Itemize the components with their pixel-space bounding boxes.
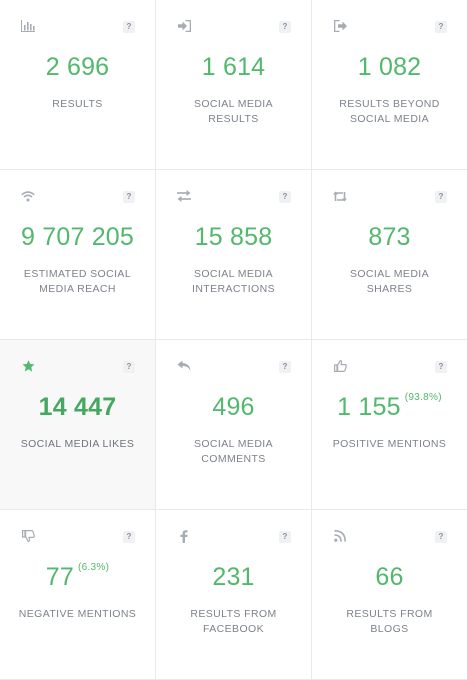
percentage-badge: (6.3%) (77, 562, 110, 573)
tile-negative-mentions[interactable]: ? 77 (6.3%) Negative mentions (0, 510, 156, 680)
tile-positive-mentions[interactable]: ? 1 155 (93.8%) Positive mentions (312, 340, 467, 510)
tile-social-media-comments[interactable]: ? 496 Social media comments (156, 340, 312, 510)
help-badge[interactable]: ? (435, 361, 447, 373)
tile-label: Social media interactions (192, 268, 275, 295)
help-badge[interactable]: ? (435, 531, 447, 543)
tile-value: 1 614 (201, 53, 266, 81)
percentage-badge: (93.8%) (404, 392, 442, 403)
tile-label: Estimated social media reach (23, 268, 132, 295)
tile-results-from-blogs[interactable]: ? 66 Results from blogs (312, 510, 467, 680)
tile-label: Results (52, 98, 103, 110)
tile-value: 77 (6.3%) (45, 562, 110, 591)
tile-label: Negative mentions (18, 608, 137, 620)
tile-social-media-likes[interactable]: ? 14 447 Social media likes (0, 340, 156, 510)
tile-value: 1 155 (93.8%) (337, 392, 442, 421)
wifi-icon (20, 189, 36, 203)
tile-value: 873 (368, 223, 411, 251)
tile-label: Results from Facebook (190, 608, 277, 635)
tile-social-media-results[interactable]: ? 1 614 Social media results (156, 0, 312, 170)
tile-value: 66 (375, 563, 404, 591)
help-badge[interactable]: ? (123, 531, 135, 543)
thumbs-down-icon (20, 529, 36, 543)
tile-results-beyond-social-media[interactable]: ? 1 082 Results beyond social media (312, 0, 467, 170)
tile-value: 2 696 (45, 53, 110, 81)
tile-value: 14 447 (38, 393, 117, 421)
star-icon (20, 359, 36, 373)
tile-label: Positive mentions (332, 438, 447, 450)
tile-label: Results from blogs (346, 608, 433, 635)
thumbs-up-icon (332, 359, 348, 373)
bar-chart-icon (20, 19, 36, 33)
tile-label: Results beyond social media (339, 98, 440, 125)
tile-label: Social media shares (349, 268, 430, 295)
tile-value: 15 858 (194, 223, 273, 251)
help-badge[interactable]: ? (123, 361, 135, 373)
tile-estimated-social-media-reach[interactable]: ? 9 707 205 Estimated social media reach (0, 170, 156, 340)
facebook-icon (176, 529, 192, 543)
sign-in-icon (176, 19, 192, 33)
tile-value: 231 (212, 563, 255, 591)
rss-icon (332, 529, 348, 543)
tile-label: Social media results (193, 98, 274, 125)
tile-value: 496 (212, 393, 255, 421)
tile-label: Social media comments (193, 438, 274, 465)
tile-results-from-facebook[interactable]: ? 231 Results from Facebook (156, 510, 312, 680)
tile-label: Social media likes (20, 438, 135, 450)
sign-out-icon (332, 19, 348, 33)
retweet-icon (332, 189, 348, 203)
tile-value: 9 707 205 (20, 223, 135, 251)
help-badge[interactable]: ? (279, 21, 291, 33)
help-badge[interactable]: ? (279, 361, 291, 373)
help-badge[interactable]: ? (435, 191, 447, 203)
help-badge[interactable]: ? (279, 191, 291, 203)
help-badge[interactable]: ? (279, 531, 291, 543)
help-badge[interactable]: ? (435, 21, 447, 33)
tile-social-media-interactions[interactable]: ? 15 858 Social media interactions (156, 170, 312, 340)
tile-social-media-shares[interactable]: ? 873 Social media shares (312, 170, 467, 340)
help-badge[interactable]: ? (123, 191, 135, 203)
tile-value: 1 082 (357, 53, 422, 81)
reply-icon (176, 359, 192, 373)
tile-results[interactable]: ? 2 696 Results (0, 0, 156, 170)
help-badge[interactable]: ? (123, 21, 135, 33)
exchange-icon (176, 189, 192, 203)
